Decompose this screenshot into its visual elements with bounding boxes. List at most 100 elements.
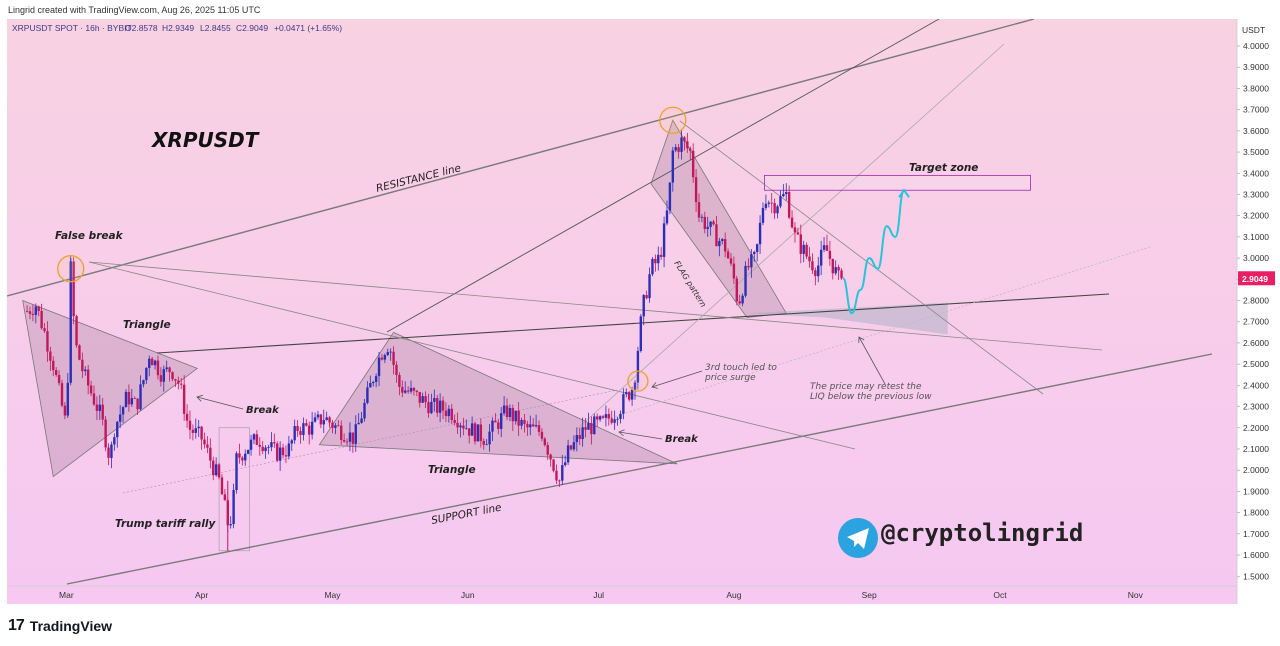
candle-body (677, 147, 680, 152)
telegram-badge: @cryptolingrid (838, 518, 1083, 558)
candle (386, 348, 389, 357)
candle (377, 352, 381, 387)
currency-label: USDT (1242, 25, 1265, 35)
candle-body (159, 375, 163, 382)
candle-body (517, 410, 520, 426)
candle-body (182, 384, 186, 414)
candle (133, 396, 136, 400)
resistance-line (7, 19, 1035, 297)
candle-body (546, 445, 549, 455)
candle (689, 146, 692, 160)
liquidity-zone (746, 302, 948, 335)
candle (659, 247, 663, 260)
candle (787, 185, 791, 220)
candle-body (305, 423, 308, 426)
candle (296, 420, 299, 437)
flag-pattern (650, 119, 787, 318)
candle (389, 348, 392, 361)
candle-body (409, 387, 413, 392)
candle (671, 146, 675, 192)
y-tick-label: 3.3000 (1243, 189, 1269, 199)
candle (241, 455, 244, 466)
candle-body (689, 148, 692, 151)
candle (718, 237, 721, 257)
candle-body (136, 398, 139, 410)
candle-body (200, 426, 203, 440)
candle (502, 396, 506, 416)
candle (322, 409, 325, 434)
candle (334, 422, 337, 435)
candle-body (726, 251, 730, 259)
candle (406, 386, 410, 394)
candle-body (430, 401, 433, 414)
x-tick-label: Jul (593, 590, 604, 600)
candle-body (648, 274, 651, 299)
candle (674, 144, 677, 153)
candle-body (86, 369, 90, 386)
triangle-1-label: Triangle (123, 319, 171, 331)
candle (584, 417, 587, 438)
candle-body (319, 414, 323, 425)
candle (683, 136, 686, 151)
candle (721, 238, 724, 245)
candle-body (383, 355, 387, 360)
candle (462, 417, 465, 436)
candle-body (377, 357, 381, 377)
candle (607, 408, 611, 426)
candle-body (534, 425, 538, 427)
candle (657, 246, 660, 271)
candle (325, 411, 328, 421)
tradingview-logo-icon: 17 (8, 617, 25, 634)
candle (511, 404, 515, 432)
candle-body (595, 416, 599, 420)
candle-body (831, 258, 834, 274)
candle-body (703, 216, 707, 230)
candle-body (694, 177, 698, 203)
x-tick-label: Sep (862, 590, 877, 600)
candle (819, 240, 823, 276)
candle-body (782, 194, 785, 197)
candle-body (299, 430, 302, 435)
projection-arrowhead (898, 188, 910, 198)
retest-arrow (858, 336, 886, 385)
candle (526, 420, 529, 436)
candle-body (308, 425, 311, 435)
candle-body (488, 431, 491, 445)
candle (252, 433, 256, 444)
candle-body (412, 387, 416, 391)
candle (232, 483, 235, 529)
candle-body (744, 265, 747, 296)
candle (313, 412, 317, 423)
candle-body (808, 256, 811, 262)
candle-body (799, 234, 802, 254)
candle (98, 394, 102, 421)
projection-line (841, 189, 906, 315)
trump-rally-label: Trump tariff rally (115, 518, 217, 530)
candle (261, 441, 264, 455)
candle-body (418, 391, 421, 403)
candle-body (313, 417, 317, 422)
candle-body (121, 407, 125, 415)
triangle-pattern-2 (318, 331, 678, 465)
price-axis[interactable]: 4.0000 3.9000 3.8000 3.7000 3.6000 3.5000 3.40… (1237, 41, 1275, 581)
candle-body (668, 182, 672, 211)
price-chart[interactable]: XRPUSDT SPOT · 16h · BYBIT O2.8578 H2.93… (7, 19, 1275, 604)
candle (81, 352, 84, 378)
candle-body (25, 311, 29, 312)
candle (162, 365, 165, 392)
dotted-trendline (606, 246, 1151, 420)
candle-body (497, 422, 500, 429)
last-price-label: 2.9049 (1242, 274, 1268, 284)
candle-body (246, 449, 250, 454)
candle (773, 198, 776, 220)
candle (709, 221, 712, 236)
chart-area[interactable]: XRPUSDT SPOT · 16h · BYBIT O2.8578 H2.93… (7, 19, 1275, 604)
candle-body (267, 447, 270, 448)
candle-body (764, 203, 768, 208)
candle-body (476, 424, 480, 442)
candle (601, 414, 605, 420)
candle-body (180, 383, 183, 385)
candle (101, 397, 104, 426)
time-axis[interactable]: Mar Apr May Jun Jul Aug Sep Oct Nov (59, 590, 1144, 600)
candle-body (526, 423, 529, 428)
